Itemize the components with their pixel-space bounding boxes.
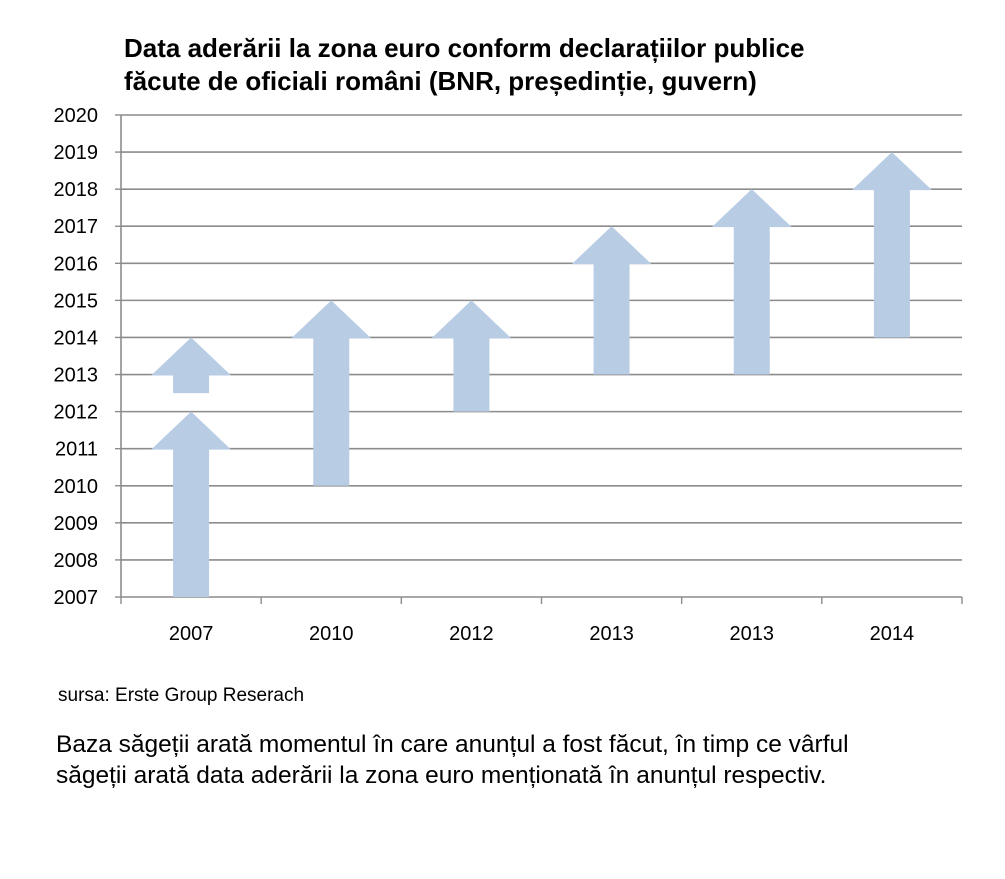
- chart-title: Data aderării la zona euro conform decla…: [124, 32, 944, 98]
- chart-title-line-1: Data aderării la zona euro conform decla…: [124, 33, 805, 63]
- source-note: sursa: Erste Group Reserach: [58, 685, 305, 706]
- y-tick-label: 2016: [54, 253, 99, 275]
- x-axis-ticks: 2007 2010 2012 2013 2013 2014: [169, 623, 914, 645]
- chart-gridlines: [121, 114, 962, 561]
- arrow-mark: [291, 300, 372, 486]
- y-tick-label: 2017: [54, 216, 99, 238]
- chart-title-line-2: făcute de oficiali români (BNR, președin…: [124, 66, 757, 96]
- y-tick-label: 2010: [54, 476, 99, 498]
- chart-axes: [115, 114, 963, 604]
- x-tick-label: 2012: [449, 623, 494, 645]
- arrow-chart: 2007 2008 2009 2010 2011 2012 2013 2014 2015 2016…: [54, 105, 963, 645]
- y-tick-label: 2018: [54, 179, 99, 201]
- x-tick-label: 2013: [589, 623, 634, 645]
- caption: Baza săgeții arată momentul în care anun…: [56, 729, 986, 791]
- x-tick-label: 2014: [870, 623, 915, 645]
- x-tick-label: 2013: [730, 623, 775, 645]
- y-tick-label: 2009: [54, 513, 99, 535]
- y-tick-label: 2008: [54, 550, 99, 572]
- y-tick-label: 2015: [54, 290, 99, 312]
- arrow-mark-second: [151, 337, 232, 394]
- y-tick-label: 2014: [54, 327, 99, 349]
- caption-line-2: săgeții arată data aderării la zona euro…: [56, 762, 827, 789]
- y-tick-label: 2019: [54, 142, 99, 164]
- y-tick-label: 2012: [54, 402, 99, 424]
- arrow-mark: [431, 300, 512, 412]
- x-tick-label: 2007: [169, 623, 214, 645]
- y-tick-label: 2013: [54, 365, 99, 387]
- y-tick-label: 2007: [54, 587, 99, 609]
- arrow-mark: [851, 152, 932, 338]
- x-tick-label: 2010: [309, 623, 354, 645]
- arrow-marks: [151, 152, 932, 597]
- y-tick-label: 2011: [55, 439, 98, 461]
- caption-line-1: Baza săgeții arată momentul în care anun…: [56, 731, 849, 758]
- arrow-mark: [711, 189, 792, 375]
- y-tick-label: 2020: [54, 105, 99, 127]
- arrow-mark: [571, 226, 652, 375]
- y-axis-ticks: 2007 2008 2009 2010 2011 2012 2013 2014 2015 2016…: [54, 105, 99, 609]
- arrow-mark: [151, 411, 232, 597]
